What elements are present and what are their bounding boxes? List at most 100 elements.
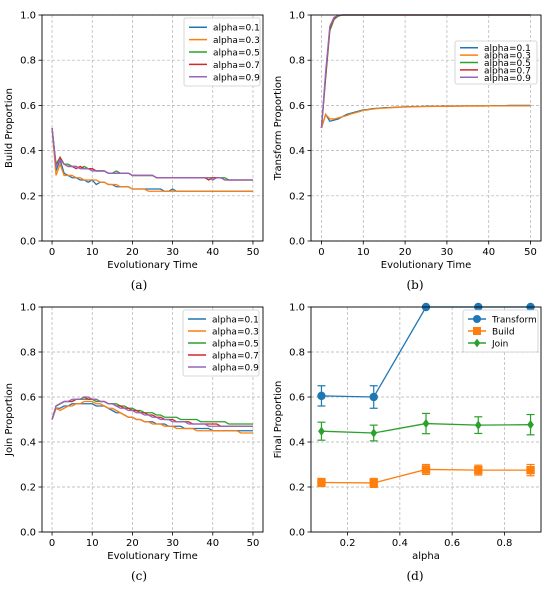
x-tick-label: 40 (206, 538, 219, 549)
legend: alpha=0.1alpha=0.3alpha=0.5alpha=0.7alph… (182, 309, 260, 377)
y-tick-label: 0.6 (289, 101, 305, 112)
series-line-2 (51, 400, 253, 434)
legend-label: alpha=0.5 (213, 49, 260, 59)
x-tick-label: 10 (357, 247, 370, 258)
x-tick-label: 30 (166, 538, 179, 549)
x-tick-label: 10 (86, 247, 99, 258)
data-point-square (317, 478, 326, 487)
legend: Transform Build Join (462, 309, 539, 353)
x-tick-label: 50 (247, 247, 260, 258)
legend-box (183, 17, 261, 87)
x-tick-label: 0.6 (444, 538, 460, 549)
y-tick-label: 1.0 (20, 11, 36, 22)
legend-box (182, 309, 260, 377)
y-tick-label: 0.2 (20, 483, 36, 494)
y-tick-label: 0.6 (289, 393, 305, 404)
data-point-square (526, 465, 535, 475)
x-tick-label: 20 (126, 538, 139, 549)
legend-label: alpha=0.1 (484, 44, 531, 54)
y-tick-label: 0.4 (289, 438, 305, 449)
legend-label: alpha=0.7 (484, 66, 531, 76)
legend-marker-circle (473, 315, 481, 323)
x-tick-label: 40 (206, 247, 219, 258)
legend-label: alpha=0.3 (213, 36, 260, 46)
x-tick-label: 50 (247, 538, 260, 549)
x-tick-label: 0.2 (340, 538, 356, 549)
y-tick-label: 0.0 (289, 237, 305, 248)
data-point-square (369, 478, 378, 488)
y-tick-label: 0.2 (289, 483, 305, 494)
axes-frame (41, 306, 264, 533)
series-line-3 (51, 398, 253, 425)
legend-label: alpha=0.9 (212, 364, 259, 374)
y-axis-label: Build Proportion (4, 88, 15, 168)
chart-panel-c: 0.0 0.2 0.4 0.6 0.8 1.0 0 10 20 30 40 50 Evolutionar… (4, 303, 264, 583)
y-tick-label: 0.2 (20, 191, 36, 202)
x-axis-label: Evolutionary Time (107, 260, 197, 271)
series-line-4 (51, 127, 253, 181)
y-tick-label: 0.6 (20, 101, 36, 112)
data-point-diamond (370, 428, 378, 438)
y-tick-label: 0.6 (20, 393, 36, 404)
x-tick-label: 30 (441, 247, 454, 258)
y-tick-label: 0.8 (20, 348, 36, 359)
x-tick-label: 0 (49, 538, 55, 549)
x-tick-label: 40 (482, 247, 495, 258)
y-tick-label: 0.0 (20, 528, 36, 539)
axes-frame (310, 14, 542, 242)
chart-panel-a: 0.0 0.2 0.4 0.6 0.8 1.0 0 10 20 30 40 50 Evolutionar… (4, 11, 264, 292)
y-tick-label: 0.4 (20, 438, 36, 449)
legend: alpha=0.1alpha=0.3alpha=0.5alpha=0.7alph… (183, 17, 261, 87)
data-point-square (421, 465, 431, 474)
x-tick-label: 10 (86, 538, 99, 549)
legend-marker-square (473, 327, 481, 335)
y-tick-label: 0.2 (289, 191, 305, 202)
y-axis-label: Transform Proportion (273, 76, 284, 182)
x-axis-label: Evolutionary Time (107, 551, 197, 562)
x-tick-label: 0 (49, 247, 55, 258)
legend-box (462, 309, 539, 353)
legend-label: alpha=0.3 (484, 52, 531, 62)
x-tick-label: 0.4 (392, 538, 408, 549)
x-axis-label: Evolutionary Time (381, 260, 471, 271)
series-line-5 (51, 396, 253, 427)
axes-frame (310, 306, 542, 533)
y-tick-label: 0.4 (289, 146, 305, 157)
data-point-diamond (474, 420, 482, 430)
panel-caption: (b) (406, 278, 423, 292)
x-tick-label: 20 (399, 247, 412, 258)
series-line-1 (320, 104, 531, 129)
legend-label: alpha=0.3 (212, 328, 259, 338)
legend-label: alpha=0.9 (484, 74, 531, 84)
series-group (51, 396, 253, 434)
y-tick-label: 0.0 (20, 237, 36, 248)
legend-label: alpha=0.5 (212, 340, 259, 350)
chart-panel-d: 0.0 0.2 0.4 0.6 0.8 1.0 0.2 0.4 0.6 0.8 alpha Final… (273, 303, 542, 583)
legend-label: Build (492, 328, 515, 338)
legend-marker-diamond (473, 338, 481, 348)
x-tick-label: 0.8 (496, 538, 512, 549)
x-tick-label: 20 (126, 247, 139, 258)
data-point-diamond (527, 420, 534, 430)
y-tick-label: 0.8 (289, 56, 305, 67)
y-tick-label: 1.0 (289, 11, 305, 22)
data-point-diamond (422, 418, 430, 429)
legend-box (454, 40, 538, 85)
series-group (51, 127, 253, 192)
x-axis-label: alpha (412, 551, 440, 562)
y-tick-label: 0.8 (289, 348, 305, 359)
x-tick-label: 30 (166, 247, 179, 258)
data-point-square (474, 465, 483, 475)
legend-label: alpha=0.5 (484, 59, 531, 69)
y-tick-label: 0.4 (20, 146, 36, 157)
data-point-diamond (318, 426, 325, 436)
axes-frame (41, 14, 264, 242)
legend: alpha=0.1alpha=0.3alpha=0.5alpha=0.7alph… (454, 40, 538, 85)
y-tick-label: 1.0 (20, 303, 36, 314)
panel-caption: (a) (131, 278, 148, 292)
legend-label: alpha=0.1 (212, 316, 259, 326)
data-point-circle (317, 391, 326, 401)
series-line-5 (51, 127, 253, 181)
legend-label: alpha=0.9 (213, 73, 260, 83)
